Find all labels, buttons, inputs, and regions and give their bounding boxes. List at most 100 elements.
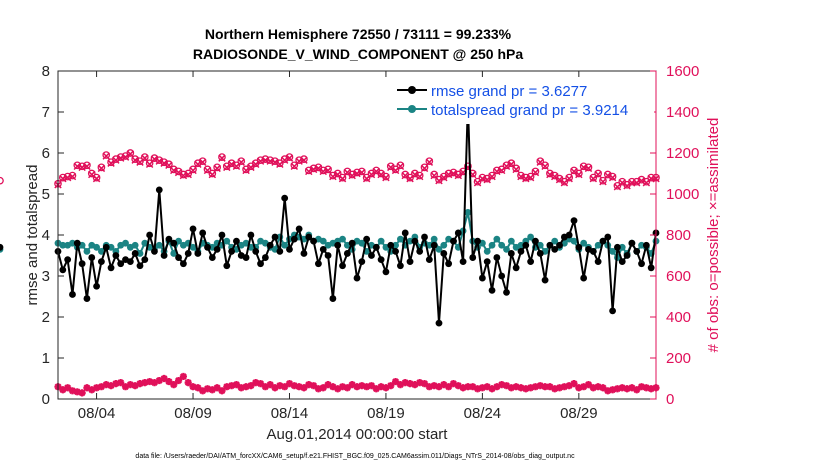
- obs-possible-point: [97, 163, 106, 172]
- rmse-point: [368, 252, 375, 259]
- obs-low-point: [435, 383, 443, 391]
- totalspread-point: [517, 241, 525, 249]
- obs-possible-point: [362, 173, 371, 182]
- obs-possible-point: [145, 159, 154, 168]
- obs-possible-point: [521, 173, 530, 182]
- y-axis-right-label: # of obs: o=possible; ×=assimilated: [705, 118, 722, 353]
- totalspread-point: [618, 243, 626, 251]
- obs-low-point: [290, 382, 298, 390]
- obs-low-point: [213, 384, 221, 392]
- obs-possible-point: [208, 169, 217, 178]
- obs-possible-point: [232, 161, 241, 170]
- obs-possible-point: [449, 168, 458, 177]
- obs-possible-point: [574, 169, 583, 178]
- y-right-tick-label: 800: [666, 227, 691, 244]
- legend-box: [396, 80, 654, 124]
- rmse-point: [324, 252, 332, 259]
- obs-low-point: [589, 384, 597, 392]
- totalspread-point: [155, 241, 163, 249]
- obs-possible-point: [116, 153, 125, 161]
- obs-low-point: [334, 385, 342, 393]
- rmse-point: [382, 268, 390, 276]
- obs-low-point: [261, 383, 269, 391]
- obs-low-point: [107, 382, 115, 390]
- obs-low-point: [488, 385, 496, 393]
- y-tick-label: 1: [42, 350, 50, 367]
- obs-possible-point: [464, 162, 472, 171]
- rmse-point: [141, 256, 149, 263]
- obs-low-point: [184, 379, 192, 387]
- obs-possible-point: [493, 166, 501, 175]
- obs-low-point: [560, 383, 568, 391]
- rmse-point: [88, 254, 96, 261]
- totalspread-point: [580, 239, 588, 247]
- obs-possible-point: [531, 167, 540, 176]
- obs-possible-point: [507, 159, 516, 168]
- obs-low-point: [252, 379, 260, 387]
- rmse-point: [609, 307, 616, 315]
- rmse-point: [638, 260, 645, 268]
- rmse-point: [329, 295, 337, 302]
- obs-possible-point: [165, 160, 173, 169]
- obs-low-point: [536, 382, 544, 390]
- obs-low-point: [642, 384, 650, 392]
- obs-low-point: [445, 383, 453, 391]
- totalspread-point: [392, 241, 399, 249]
- obs-possible-point: [348, 170, 357, 179]
- obs-possible-point: [497, 165, 506, 174]
- rmse-point: [411, 237, 419, 245]
- obs-possible-point: [271, 157, 279, 166]
- obs-possible-point: [608, 172, 617, 181]
- obs-low-point: [170, 381, 178, 389]
- obs-possible-point: [0, 176, 4, 185]
- obs-low-point: [165, 377, 173, 386]
- obs-low-point: [295, 383, 303, 391]
- rmse-point: [532, 237, 539, 245]
- totalspread-point: [358, 239, 366, 247]
- rmse-point: [454, 229, 462, 237]
- obs-possible-point: [280, 155, 289, 163]
- obs-possible-point: [155, 156, 164, 165]
- obs-possible-point: [353, 168, 361, 177]
- totalspread-point: [98, 248, 105, 255]
- obs-possible-point: [391, 165, 400, 174]
- rmse-point: [131, 250, 139, 257]
- rmse-point: [146, 231, 154, 239]
- rmse-point: [517, 248, 525, 255]
- rmse-point: [541, 276, 549, 284]
- obs-low-point: [150, 379, 159, 387]
- rmse-point: [184, 250, 192, 257]
- obs-low-point: [382, 384, 390, 392]
- obs-low-point: [228, 382, 236, 390]
- obs-low-point: [367, 382, 376, 390]
- obs-possible-point: [295, 156, 303, 165]
- obs-possible-point: [603, 170, 612, 179]
- rmse-point: [372, 243, 380, 251]
- y-tick-label: 6: [42, 145, 50, 162]
- obs-low-point: [160, 374, 168, 383]
- obs-low-point: [136, 380, 144, 388]
- x-tick-label: 08/14: [271, 405, 309, 422]
- totalspread-point: [498, 241, 506, 249]
- obs-low-point: [580, 383, 588, 391]
- rmse-point: [358, 258, 366, 266]
- obs-possible-point: [599, 176, 607, 185]
- obs-low-point: [281, 383, 289, 391]
- obs-low-point: [469, 383, 477, 391]
- obs-possible-point: [266, 156, 275, 165]
- obs-low-point: [314, 385, 323, 393]
- legend-totalspread-marker: [408, 105, 416, 113]
- obs-possible-point: [613, 181, 622, 190]
- obs-possible-point: [237, 157, 246, 166]
- obs-low-point: [78, 389, 86, 397]
- obs-low-point: [618, 384, 626, 392]
- obs-low-point: [247, 382, 255, 390]
- obs-low-point: [141, 379, 149, 387]
- obs-low-point: [594, 383, 602, 391]
- obs-low-point: [309, 382, 318, 390]
- totalspread-point: [69, 239, 76, 247]
- obs-low-point: [329, 383, 337, 391]
- rmse-point: [233, 237, 240, 245]
- rmse-point: [642, 241, 650, 249]
- y-tick-label: 4: [42, 227, 50, 244]
